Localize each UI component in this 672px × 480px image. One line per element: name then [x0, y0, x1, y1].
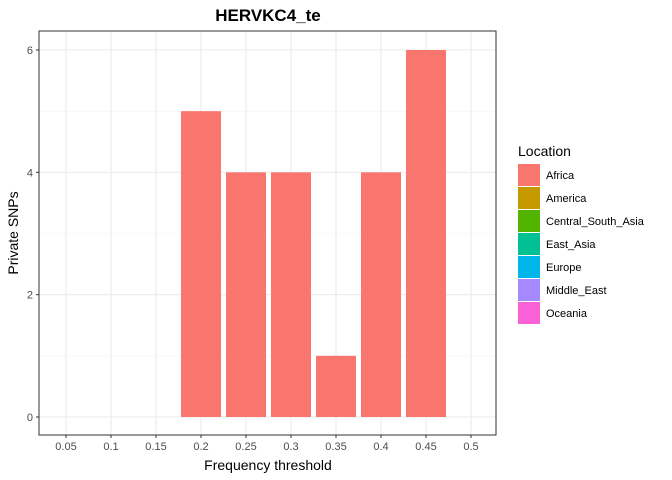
x-tick-label: 0.5: [463, 441, 478, 453]
x-tick-label: 0.2: [193, 441, 208, 453]
legend-title: Location: [518, 143, 571, 159]
legend-key: [518, 256, 540, 278]
y-tick-label: 2: [27, 290, 33, 302]
x-tick-label: 0.15: [145, 441, 166, 453]
legend-label: East_Asia: [546, 239, 596, 251]
chart-title: HERVKC4_te: [215, 6, 321, 25]
legend-key: [518, 210, 540, 232]
legend-key: [518, 187, 540, 209]
bar: [226, 172, 266, 417]
x-axis: 0.05 0.1 0.15 0.2 0.25 0.3 0.35 0.4 0.45 0.5: [55, 435, 479, 453]
y-tick-label: 6: [27, 45, 33, 57]
plot-panel-border: [38, 30, 497, 436]
bar: [181, 111, 221, 418]
legend-label: Oceania: [546, 308, 588, 320]
x-tick-label: 0.45: [415, 441, 436, 453]
legend-label: America: [546, 193, 587, 205]
y-tick-label: 4: [27, 167, 33, 179]
x-tick-label: 0.35: [325, 441, 346, 453]
legend: Location Africa America Central_South_Asia…: [518, 143, 645, 324]
legend-label: Middle_East: [546, 285, 607, 297]
x-axis-title: Frequency threshold: [204, 457, 332, 473]
x-tick-label: 0.05: [55, 441, 76, 453]
legend-label: Europe: [546, 262, 581, 274]
x-tick-label: 0.25: [235, 441, 256, 453]
x-tick-label: 0.1: [103, 441, 118, 453]
bar: [316, 355, 356, 417]
legend-label: Central_South_Asia: [546, 216, 645, 228]
bar: [271, 172, 311, 417]
legend-key: [518, 279, 540, 301]
x-tick-label: 0.4: [373, 441, 388, 453]
bar: [406, 50, 446, 417]
bars-group: [181, 50, 446, 418]
legend-label: Africa: [546, 170, 575, 182]
y-axis: 0 2 4 6: [27, 45, 39, 424]
y-axis-title: Private SNPs: [5, 191, 21, 274]
legend-key: [518, 233, 540, 255]
y-tick-label: 0: [27, 412, 33, 424]
legend-key: [518, 302, 540, 324]
x-tick-label: 0.3: [283, 441, 298, 453]
legend-key: [518, 164, 540, 186]
bar: [361, 172, 401, 417]
